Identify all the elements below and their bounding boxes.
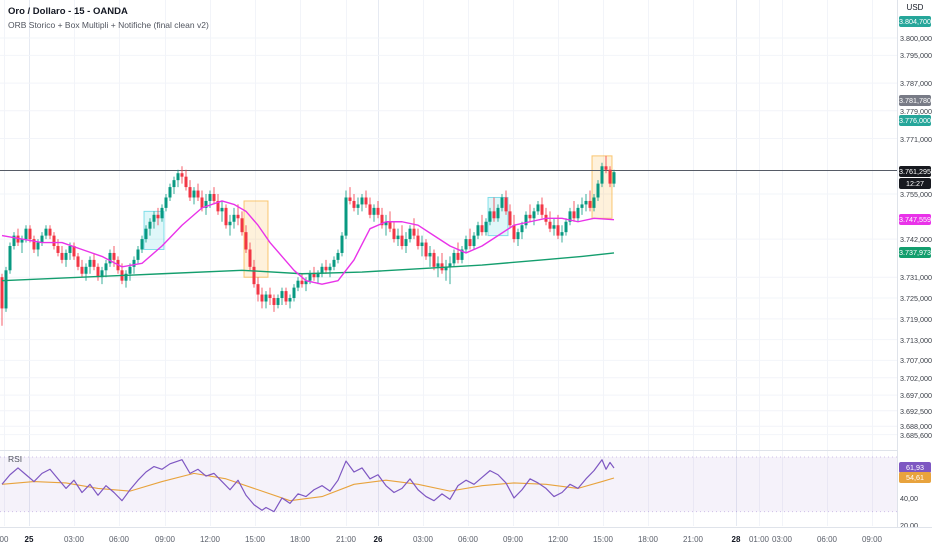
price-label-rsi-20: 20,00 [900,521,918,531]
rsi-pane-title[interactable]: RSI [8,454,23,464]
time-label: 03:00 [412,535,434,544]
price-label-3725: 3.725,000 [900,294,932,304]
ma-slow-line [1,252,615,282]
rsi-band [0,456,897,513]
price-badge-rsi-61.93: 61,93 [899,462,931,474]
price-badge-3804.7: 3.804,700 [899,15,931,27]
price-label-3692.5: 3.692,500 [900,406,932,416]
rsi-line [1,459,615,513]
price-axis[interactable]: USD 3.804,700 3.800,000 3.795,000 3.787,000… [897,0,932,531]
price-label-3795: 3.795,000 [900,51,932,61]
price-label-3719: 3.719,000 [900,314,932,324]
price-badge-3781.78: 3.781,780 [899,95,931,107]
price-label-3755: 3.755,000 [900,190,932,199]
time-axis[interactable]: 00 25 03:00 06:00 09:00 12:00 15:00 18:00 21:00 2… [0,527,932,550]
price-label-3697: 3.697,000 [900,391,932,401]
price-label-3702: 3.702,000 [900,373,932,383]
countdown-badge: 12:27 [899,178,931,190]
price-label-3713: 3.713,000 [900,335,932,345]
ma-fast-line [1,200,615,285]
time-label: 03:00 [771,535,793,544]
currency-label: USD [906,3,924,12]
time-label: 03:00 [63,535,85,544]
time-label: 12:00 [547,535,569,544]
price-badge-3747.559: 3.747,559 [899,213,931,226]
indicator-title[interactable]: ORB Storico + Box Multipli + Notifiche (… [8,20,209,31]
time-label: 09:00 [861,535,883,544]
price-badge-rsi-54.61: 54,61 [899,472,931,484]
time-label: 09:00 [502,535,524,544]
time-label: 06:00 [108,535,130,544]
rsi-ma-line [1,472,615,502]
price-badge-3737.973: 3.737,973 [899,247,931,259]
time-label: 18:00 [289,535,311,544]
price-label-3779: 3.779,000 [900,106,932,116]
time-label: 09:00 [154,535,176,544]
time-label: 15:00 [592,535,614,544]
time-label-day: 28 [731,535,741,544]
price-label-3771: 3.771,000 [900,134,932,144]
time-label-day: 26 [373,535,383,544]
time-label-day: 25 [24,535,34,544]
symbol-title[interactable]: Oro / Dollaro - 15 - OANDA [8,6,128,17]
time-label: 06:00 [457,535,479,544]
price-label-3707: 3.707,000 [900,356,932,366]
price-label-3787: 3.787,000 [900,79,932,89]
time-label: 01:00 [748,535,770,544]
time-label: 18:00 [637,535,659,544]
price-label-rsi-40: 40,00 [900,493,918,503]
price-label-3688: 3.688,000 [900,422,932,432]
price-badge-3761.295: 3.761,295 [899,166,931,178]
time-label: 06:00 [816,535,838,544]
time-label: 12:00 [199,535,221,544]
candles [0,155,616,326]
time-label: 15:00 [244,535,266,544]
time-label: 21:00 [335,535,357,544]
chart-legend: Oro / Dollaro - 15 - OANDA ORB Storico +… [8,6,209,31]
price-badge-3776: 3.776,000 [899,115,931,127]
pane-separator[interactable] [0,450,932,451]
time-label: 00 [0,535,9,544]
price-label-3685.6: 3.685,600 [900,430,932,440]
price-label-3731: 3.731,000 [900,273,932,283]
price-label-3800: 3.800,000 [900,34,932,43]
price-label-3742: 3.742,000 [900,235,932,245]
time-label: 21:00 [682,535,704,544]
